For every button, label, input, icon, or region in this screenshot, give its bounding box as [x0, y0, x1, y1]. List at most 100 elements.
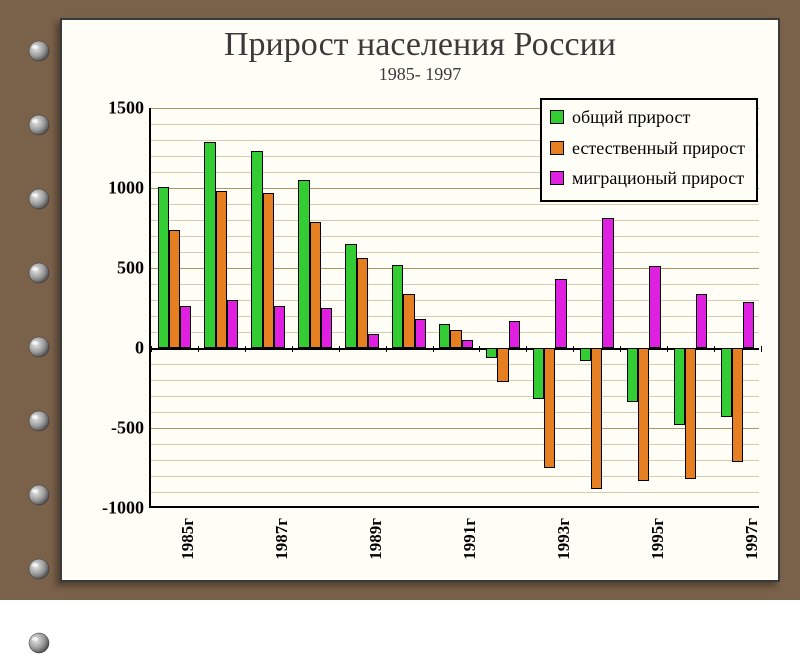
paper-panel: Прирост населения России 1985- 1997 общи… [60, 18, 780, 582]
x-tick [479, 346, 480, 352]
rivet-icon [28, 558, 50, 580]
bar [227, 300, 238, 348]
minor-gridline [151, 396, 759, 397]
rivet-icon [28, 114, 50, 136]
gridline [151, 428, 759, 429]
legend-swatch [550, 110, 564, 124]
bar [732, 348, 743, 462]
x-tick-label: 1997г [742, 518, 762, 560]
bar [580, 348, 591, 361]
bar [627, 348, 638, 402]
minor-gridline [151, 284, 759, 285]
minor-gridline [151, 380, 759, 381]
legend-label: естественный прирост [572, 137, 748, 160]
minor-gridline [151, 252, 759, 253]
chart-title: Прирост населения России [62, 26, 778, 64]
bar [462, 340, 473, 348]
legend-swatch [550, 141, 564, 155]
x-tick-label: 1987г [272, 518, 292, 560]
bar [298, 180, 309, 348]
minor-gridline [151, 300, 759, 301]
bar [685, 348, 696, 479]
y-tick-label: 1000 [108, 178, 144, 199]
bar [544, 348, 555, 468]
rivet-column [28, 40, 50, 654]
bar [251, 151, 262, 348]
legend-item: миграционый прирост [550, 167, 748, 190]
bar [533, 348, 544, 399]
slide-frame: Прирост населения России 1985- 1997 общи… [0, 0, 800, 600]
y-tick-label: 0 [135, 338, 144, 359]
bar [721, 348, 732, 417]
rivet-icon [28, 632, 50, 654]
minor-gridline [151, 492, 759, 493]
bar [638, 348, 649, 481]
x-tick [714, 346, 715, 352]
x-tick [526, 346, 527, 352]
bar [497, 348, 508, 382]
x-tick [761, 346, 762, 352]
bar [602, 218, 613, 348]
rivet-icon [28, 336, 50, 358]
bar [509, 321, 520, 348]
minor-gridline [151, 316, 759, 317]
x-tick [198, 346, 199, 352]
bar [415, 319, 426, 348]
y-tick-label: 500 [117, 258, 144, 279]
x-tick [292, 346, 293, 352]
bar [450, 330, 461, 348]
bar [263, 193, 274, 348]
x-tick-label: 1991г [460, 518, 480, 560]
x-tick-label: 1989г [366, 518, 386, 560]
bar [274, 306, 285, 348]
minor-gridline [151, 412, 759, 413]
bar [357, 258, 368, 348]
legend-item: естественный прирост [550, 137, 748, 160]
x-tick [386, 346, 387, 352]
bar [169, 230, 180, 348]
legend: общий прирост естественный прирост миграци… [540, 98, 758, 202]
bar [555, 279, 566, 348]
gridline [151, 268, 759, 269]
x-tick [151, 346, 152, 352]
rivet-icon [28, 188, 50, 210]
minor-gridline [151, 220, 759, 221]
bar [180, 306, 191, 348]
bar [216, 191, 227, 348]
rivet-icon [28, 484, 50, 506]
minor-gridline [151, 204, 759, 205]
bar [696, 294, 707, 348]
x-tick [245, 346, 246, 352]
bar [345, 244, 356, 348]
bar [392, 265, 403, 348]
rivet-icon [28, 262, 50, 284]
bar [204, 142, 215, 348]
y-tick-label: -500 [111, 418, 144, 439]
bar [321, 308, 332, 348]
minor-gridline [151, 460, 759, 461]
minor-gridline [151, 364, 759, 365]
minor-gridline [151, 236, 759, 237]
legend-label: миграционый прирост [572, 167, 748, 190]
minor-gridline [151, 476, 759, 477]
x-tick [433, 346, 434, 352]
y-tick-label: 1500 [108, 98, 144, 119]
x-tick-label: 1993г [554, 518, 574, 560]
legend-label: общий прирост [572, 106, 748, 129]
x-tick-label: 1985г [178, 518, 198, 560]
bar [486, 348, 497, 358]
legend-item: общий прирост [550, 106, 748, 129]
x-tick-label: 1995г [648, 518, 668, 560]
bar [649, 266, 660, 348]
bar [591, 348, 602, 489]
bar [403, 294, 414, 348]
minor-gridline [151, 444, 759, 445]
x-tick [573, 346, 574, 352]
rivet-icon [28, 40, 50, 62]
x-tick [667, 346, 668, 352]
chart-subtitle: 1985- 1997 [62, 64, 778, 85]
y-tick-label: -1000 [102, 498, 144, 519]
chart-area: общий прирост естественный прирост миграци… [94, 108, 764, 508]
bar [743, 302, 754, 348]
bar [158, 187, 169, 348]
